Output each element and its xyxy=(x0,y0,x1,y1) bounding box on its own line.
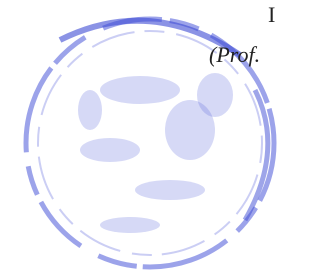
text-line: (Prof. xyxy=(209,42,260,67)
stamp-ink-specks xyxy=(78,73,233,233)
stamp-fragment: I (Prof. xyxy=(0,0,284,277)
page: I (Prof. (() => { const data = JSON.pars… xyxy=(0,0,284,277)
stamp: I (Prof. xyxy=(26,2,275,267)
text-line: I xyxy=(268,2,275,27)
